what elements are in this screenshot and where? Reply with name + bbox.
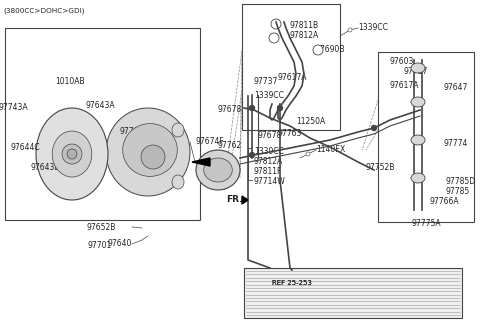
Ellipse shape [411,173,425,183]
Circle shape [277,106,283,111]
Bar [244,268,462,318]
Circle shape [313,45,323,55]
Text: 97737: 97737 [254,77,278,87]
Polygon shape [192,158,210,166]
Ellipse shape [106,108,190,196]
Ellipse shape [411,63,425,73]
Text: 97812A: 97812A [290,31,319,40]
Text: REF 25-253: REF 25-253 [272,280,312,286]
Circle shape [306,152,310,156]
Text: 97774: 97774 [444,139,468,149]
Circle shape [372,126,376,131]
Text: 97775A: 97775A [412,219,442,228]
Text: 97643A: 97643A [85,100,115,110]
Text: 97701: 97701 [88,241,112,250]
Text: 97737: 97737 [404,68,428,76]
Ellipse shape [36,108,108,200]
Text: 97785D: 97785D [446,177,476,187]
Text: 1339CC: 1339CC [358,24,388,32]
Text: (3800CC>DOHC>GDI): (3800CC>DOHC>GDI) [3,8,84,14]
Text: 97762: 97762 [218,140,242,150]
Text: 97743A: 97743A [0,104,28,113]
Text: 1339CC: 1339CC [254,92,284,100]
Text: 97652B: 97652B [86,222,116,232]
Text: 97643E: 97643E [31,163,60,173]
Text: 97811F: 97811F [254,168,282,176]
Text: 1010AB: 1010AB [55,77,84,87]
Circle shape [62,144,82,164]
Bar [378,52,474,222]
Text: 1140EX: 1140EX [316,146,345,154]
Text: 97763: 97763 [278,129,302,138]
Text: 97766A: 97766A [430,197,460,207]
Text: 97617A: 97617A [278,73,308,83]
Text: 97640: 97640 [108,239,132,249]
Circle shape [250,106,254,111]
Circle shape [271,19,281,29]
Ellipse shape [411,97,425,107]
Circle shape [269,33,279,43]
Text: REF 25-253: REF 25-253 [272,280,312,286]
Bar [242,4,340,130]
Circle shape [250,153,254,157]
Ellipse shape [52,131,92,177]
Text: 97707C: 97707C [120,128,150,136]
Text: 97617A: 97617A [390,81,420,91]
Ellipse shape [196,150,240,190]
Text: 97752B: 97752B [366,163,396,173]
Bar [5,28,200,220]
Text: 97678: 97678 [218,106,242,114]
Circle shape [348,28,352,32]
Ellipse shape [123,124,177,176]
Ellipse shape [411,135,425,145]
Text: 97603: 97603 [390,57,414,67]
Circle shape [141,145,165,169]
Ellipse shape [172,123,184,137]
Ellipse shape [172,175,184,189]
Ellipse shape [204,158,232,182]
Text: 97674F: 97674F [195,137,224,147]
Text: 97811B: 97811B [290,22,319,31]
Text: 97647: 97647 [444,84,468,92]
Text: 97812A: 97812A [254,157,283,167]
Text: 97714W: 97714W [254,177,286,187]
Text: 97678: 97678 [258,132,282,140]
Text: 11250A: 11250A [296,117,325,127]
Text: 97690B: 97690B [316,46,346,54]
Circle shape [67,149,77,159]
Text: 97785: 97785 [446,188,470,196]
Polygon shape [242,196,248,204]
Text: 97644C: 97644C [11,144,40,153]
Text: FR.: FR. [226,195,242,204]
Text: 1339CC: 1339CC [254,148,284,156]
